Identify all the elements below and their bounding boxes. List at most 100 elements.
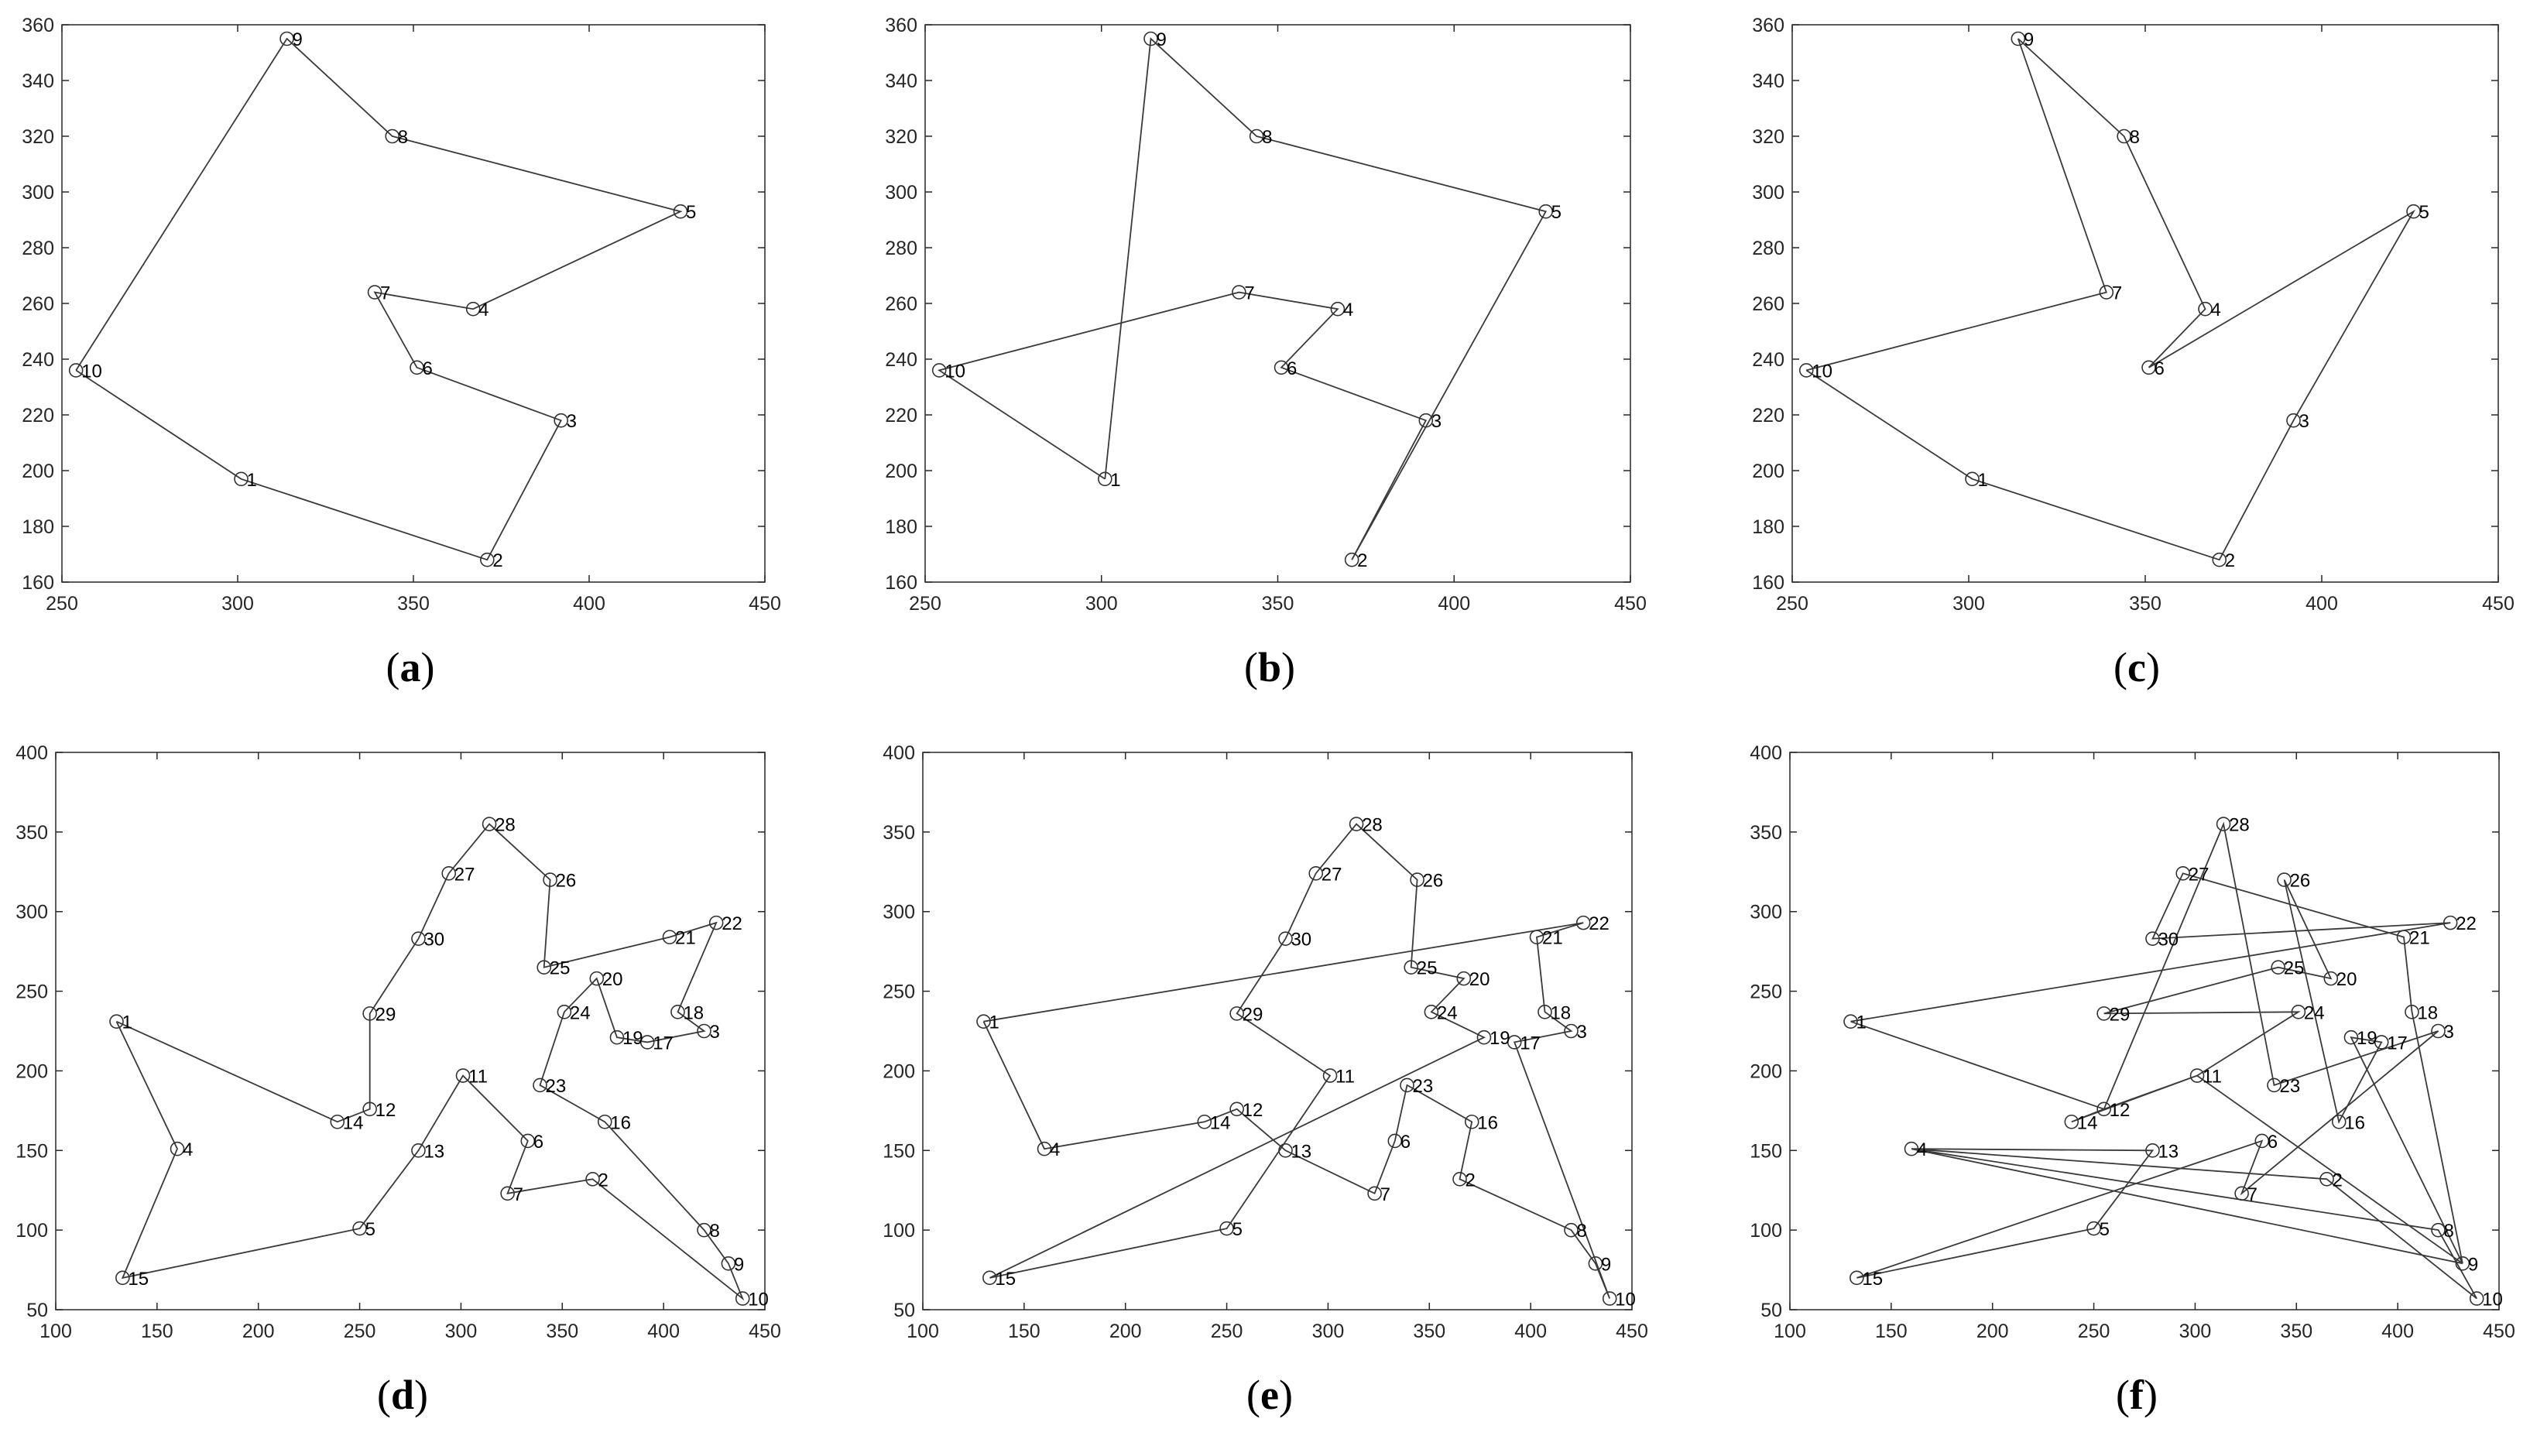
x-tick-label: 450 (2483, 1321, 2515, 1342)
x-tick-label: 350 (397, 593, 430, 615)
city-marker (697, 1222, 711, 1238)
y-tick-label: 200 (885, 461, 917, 482)
y-tick-label: 50 (26, 1300, 48, 1321)
city-label: 11 (1335, 1067, 1355, 1088)
y-tick-label: 100 (1750, 1220, 1782, 1242)
y-tick-label: 160 (1752, 572, 1784, 594)
city-marker (279, 31, 294, 46)
city-marker (482, 817, 497, 831)
city-marker (533, 1077, 547, 1093)
y-tick-label: 220 (22, 405, 54, 427)
city-label: 29 (1243, 1004, 1263, 1025)
city-label: 7 (1380, 1184, 1390, 1205)
city-marker (1330, 301, 1346, 317)
city-label: 30 (2158, 930, 2179, 951)
city-marker (585, 1172, 600, 1187)
x-tick-label: 300 (1312, 1321, 1345, 1342)
city-label: 23 (1412, 1076, 1433, 1097)
city-marker (1344, 552, 1359, 567)
city-label: 5 (1232, 1219, 1243, 1240)
caption-close-paren: ) (414, 1372, 428, 1418)
city-marker (543, 872, 557, 887)
city-label: 3 (1431, 411, 1442, 432)
city-marker (697, 1023, 711, 1039)
city-marker (1843, 1014, 1858, 1029)
x-tick-label: 250 (2078, 1321, 2110, 1342)
y-tick-label: 250 (883, 982, 915, 1003)
y-tick-label: 400 (883, 742, 915, 764)
city-label: 17 (653, 1033, 674, 1053)
city-marker (1229, 1006, 1244, 1021)
plot-area (55, 752, 766, 1310)
y-tick-label: 200 (883, 1060, 915, 1082)
city-marker (2469, 1291, 2484, 1306)
y-tick-label: 260 (1752, 293, 1784, 315)
city-label: 22 (2456, 913, 2477, 934)
city-marker (109, 1014, 124, 1029)
y-tick-label: 300 (885, 182, 917, 204)
city-label: 20 (602, 969, 623, 990)
caption-close-paren: ) (1279, 1372, 1293, 1418)
city-label: 24 (570, 1002, 591, 1023)
caption-letter: c (2127, 644, 2146, 690)
city-label: 5 (686, 202, 696, 223)
x-tick-label: 400 (2305, 593, 2338, 615)
city-marker (2291, 1005, 2306, 1019)
city-marker (1529, 930, 1544, 944)
y-tick-label: 180 (22, 516, 54, 538)
city-marker (2343, 1029, 2359, 1045)
city-label: 9 (2468, 1254, 2478, 1275)
city-label: 2 (2225, 550, 2235, 571)
panel-caption: (e) (1246, 1372, 1293, 1418)
y-tick-label: 350 (15, 822, 48, 844)
city-label: 12 (375, 1100, 396, 1121)
city-label: 9 (1601, 1254, 1611, 1275)
city-label: 16 (610, 1112, 631, 1133)
city-marker (1476, 1029, 1492, 1045)
plot-area (1789, 752, 2500, 1310)
city-marker (2254, 1133, 2270, 1149)
y-tick-label: 340 (885, 70, 917, 92)
city-label: 14 (1210, 1112, 1231, 1133)
city-marker (976, 1014, 991, 1029)
city-label: 5 (1551, 202, 1562, 223)
panel-c: 250 300 350 400 450 160 180 200 220 240 260 280 300 3… (1752, 15, 2515, 690)
y-tick-label: 180 (885, 516, 917, 538)
city-label: 8 (709, 1221, 719, 1242)
city-marker (362, 1006, 377, 1021)
y-tick-label: 300 (15, 902, 48, 923)
city-marker (2396, 930, 2412, 944)
city-label: 16 (2344, 1112, 2365, 1133)
city-marker (2443, 915, 2458, 930)
city-marker (1322, 1068, 1338, 1083)
y-tick-label: 250 (1750, 982, 1782, 1003)
city-label: 13 (423, 1141, 444, 1162)
x-tick-label: 350 (2280, 1321, 2312, 1342)
city-marker (2096, 1006, 2111, 1021)
x-tick-label: 250 (344, 1321, 376, 1342)
city-marker (465, 301, 481, 317)
city-label: 18 (683, 1002, 704, 1023)
caption-open-paren: ( (386, 644, 400, 690)
city-marker (1602, 1291, 1617, 1306)
x-tick-label: 450 (1616, 1321, 1648, 1342)
city-marker (1850, 1270, 1864, 1286)
city-marker (2331, 1114, 2347, 1129)
city-label: 10 (944, 361, 965, 382)
city-marker (735, 1291, 750, 1306)
route-path-secondary (989, 823, 1486, 1279)
x-tick-label: 100 (1774, 1321, 1806, 1342)
caption-open-paren: ( (2113, 644, 2127, 690)
city-marker (1367, 1186, 1382, 1201)
city-label: 13 (2158, 1141, 2179, 1162)
city-marker (2198, 301, 2213, 317)
city-label: 7 (1244, 283, 1254, 304)
y-tick-label: 160 (885, 572, 917, 594)
city-marker (1197, 1114, 1212, 1129)
city-marker (2216, 817, 2231, 831)
city-marker (2277, 872, 2292, 887)
x-tick-label: 450 (2482, 593, 2515, 615)
city-label: 7 (380, 283, 390, 304)
city-label: 15 (995, 1269, 1016, 1290)
